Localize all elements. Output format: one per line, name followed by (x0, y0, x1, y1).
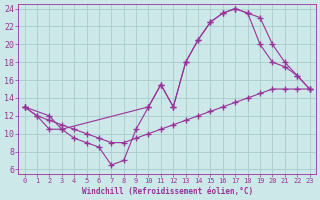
X-axis label: Windchill (Refroidissement éolien,°C): Windchill (Refroidissement éolien,°C) (82, 187, 253, 196)
